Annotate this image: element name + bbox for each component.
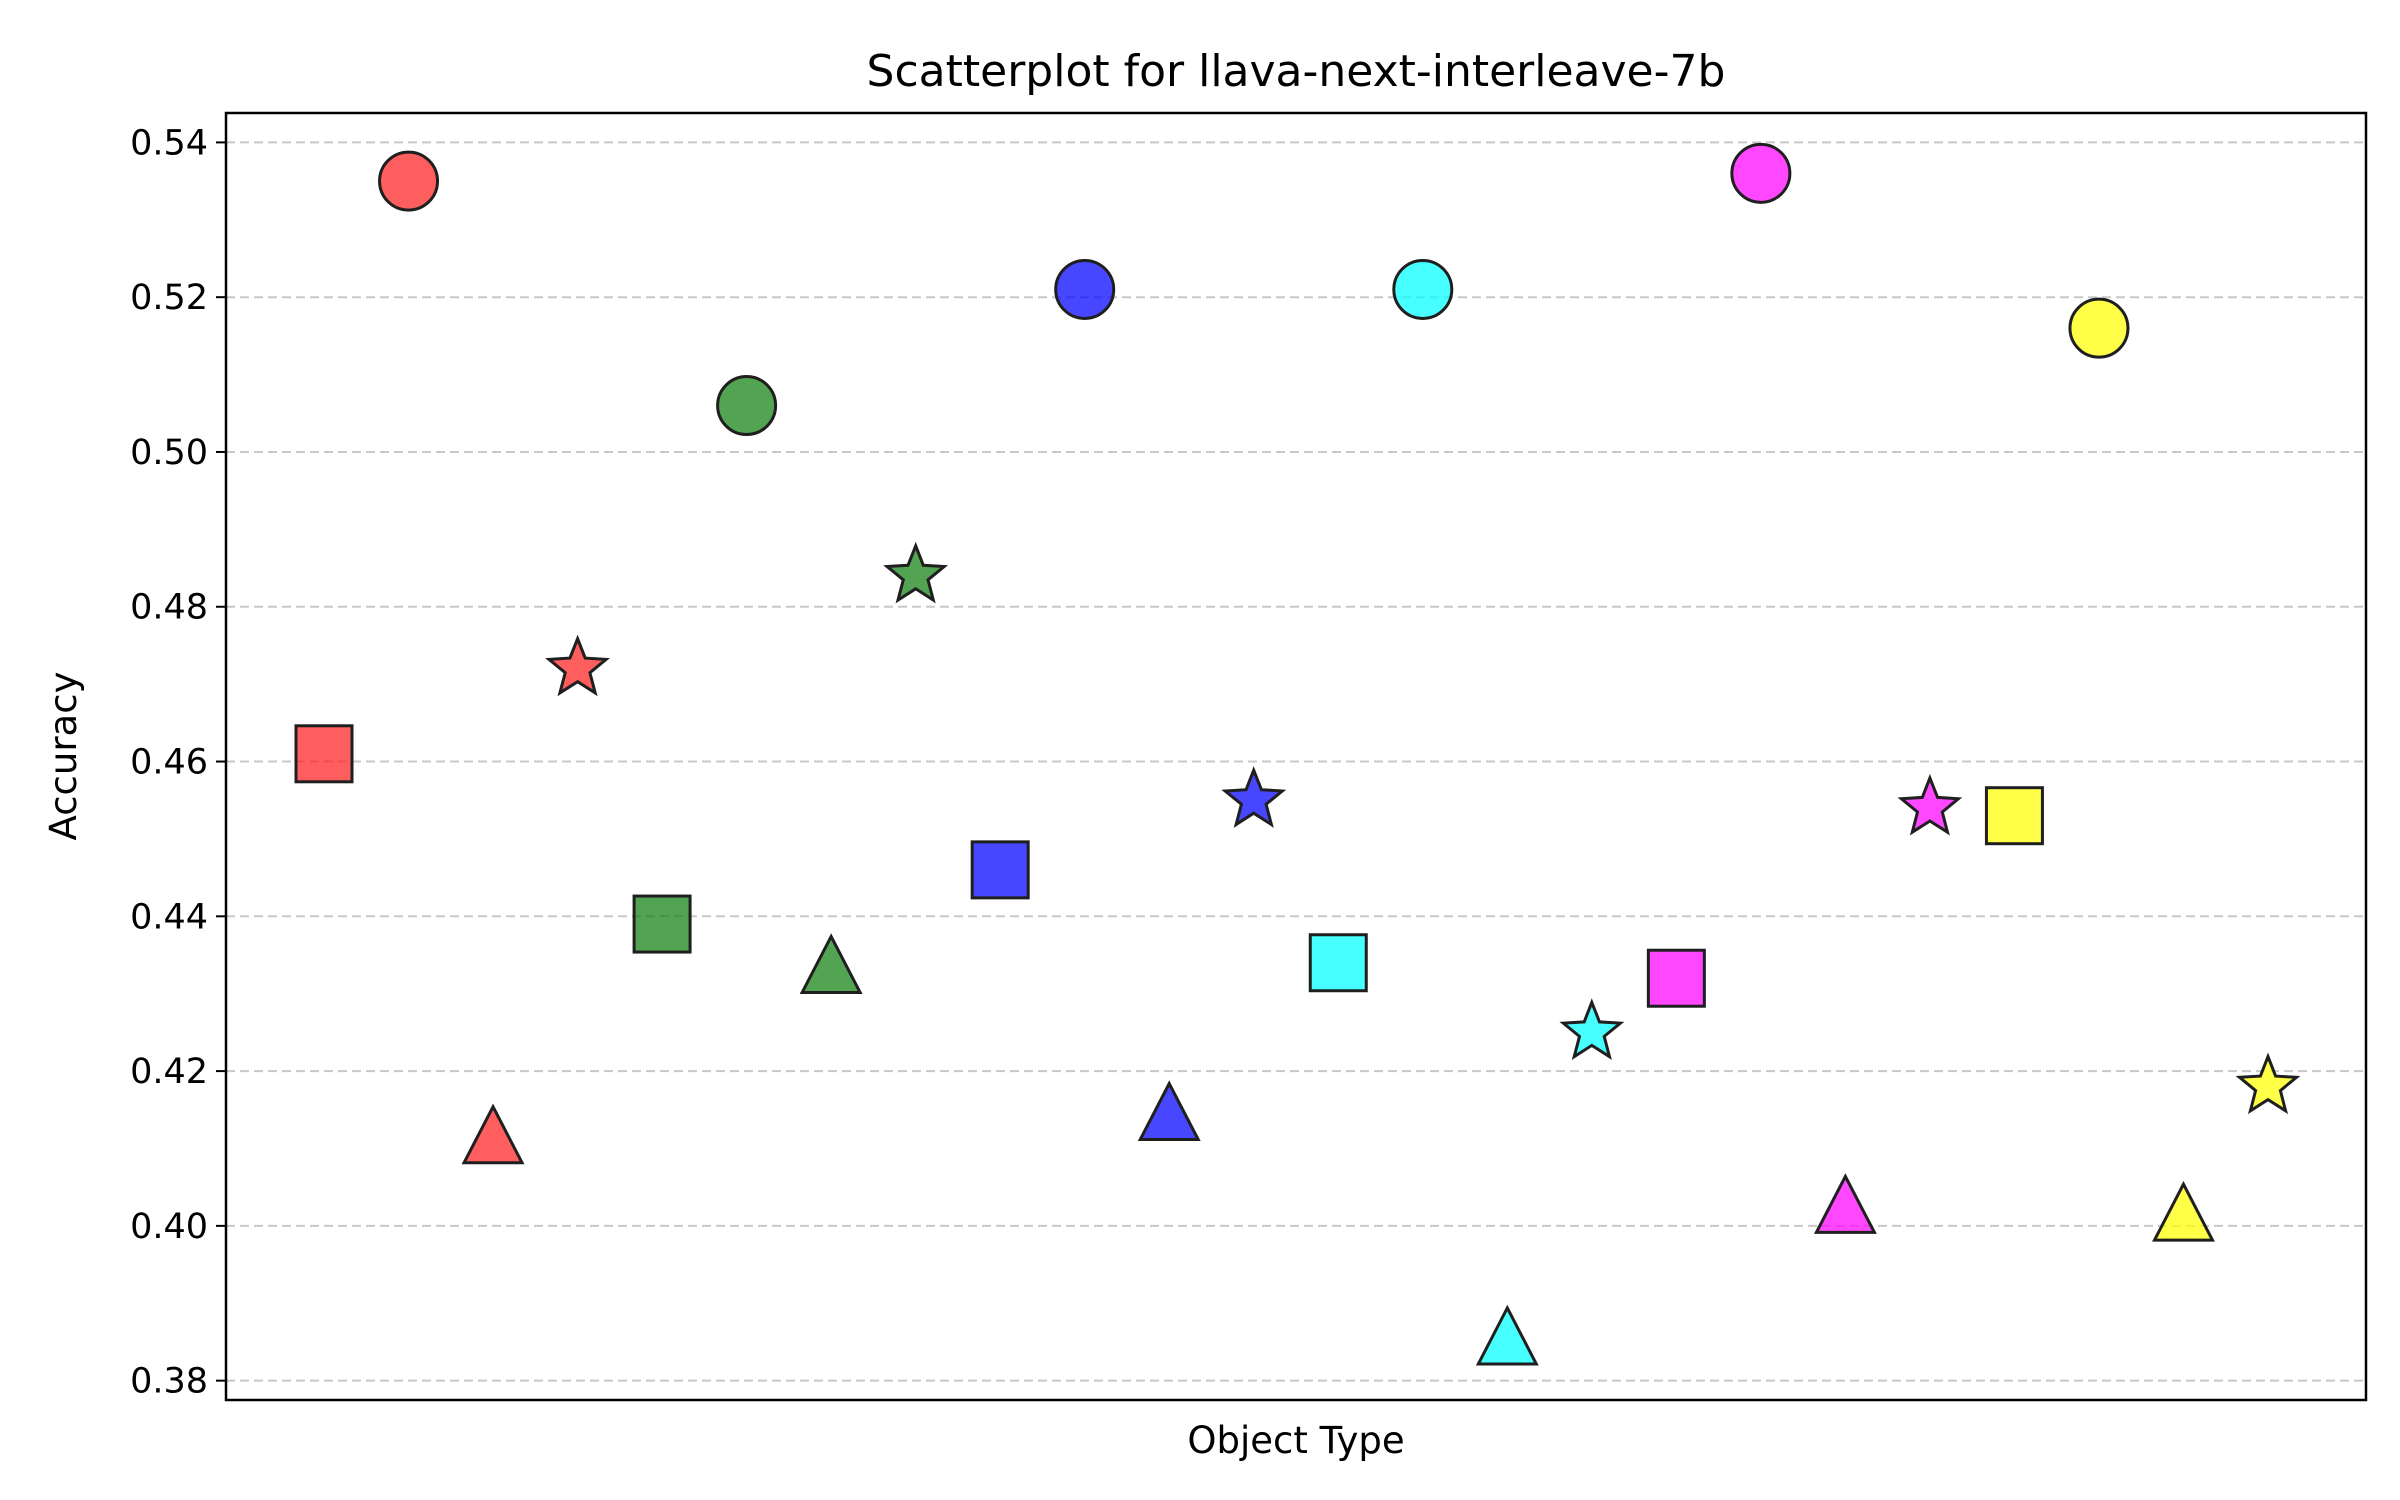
y-tick-label: 0.40: [130, 1207, 208, 1247]
point-triangle: [1813, 1173, 1877, 1234]
point-triangle: [799, 933, 863, 994]
y-tick-label: 0.42: [130, 1052, 208, 1092]
point-star: [883, 541, 949, 604]
point-triangle: [461, 1103, 525, 1165]
plot-frame: [224, 111, 2368, 1402]
point-square: [1984, 786, 2044, 846]
point-square: [1308, 933, 1368, 993]
point-circle: [716, 375, 778, 437]
point-star: [1897, 773, 1963, 836]
y-tick-label: 0.52: [130, 278, 208, 318]
y-tick-label: 0.50: [130, 433, 208, 473]
x-axis-label: Object Type: [1187, 1419, 1404, 1462]
y-tick-label: 0.54: [130, 123, 208, 163]
y-tick-label: 0.48: [130, 588, 208, 628]
point-star: [2235, 1052, 2301, 1115]
point-square: [294, 724, 354, 784]
point-triangle: [1137, 1080, 1201, 1142]
point-circle: [1730, 142, 1792, 204]
point-square: [632, 894, 692, 954]
point-circle: [378, 150, 440, 212]
point-star: [1559, 998, 1625, 1061]
y-axis-label: Accuracy: [42, 672, 85, 841]
y-axis-ticks: 0.38 0.40 0.42 0.44 0.46 0.48 0.50 0.52 0.54: [130, 123, 226, 1402]
point-square: [970, 840, 1030, 900]
point-star: [545, 634, 610, 697]
point-circle: [2068, 297, 2130, 359]
point-triangle: [2152, 1180, 2215, 1242]
point-triangle: [1475, 1304, 1539, 1366]
point-circle: [1392, 258, 1454, 320]
chart-title: Scatterplot for llava-next-interleave-7b: [867, 46, 1726, 97]
point-square: [1646, 948, 1706, 1008]
y-tick-label: 0.46: [130, 743, 208, 783]
grid-lines: [226, 141, 2366, 1382]
y-tick-label: 0.44: [130, 897, 208, 937]
y-tick-label: 0.38: [130, 1362, 208, 1402]
point-circle: [1054, 258, 1116, 320]
data-points: [294, 142, 2301, 1366]
point-star: [1221, 766, 1287, 828]
